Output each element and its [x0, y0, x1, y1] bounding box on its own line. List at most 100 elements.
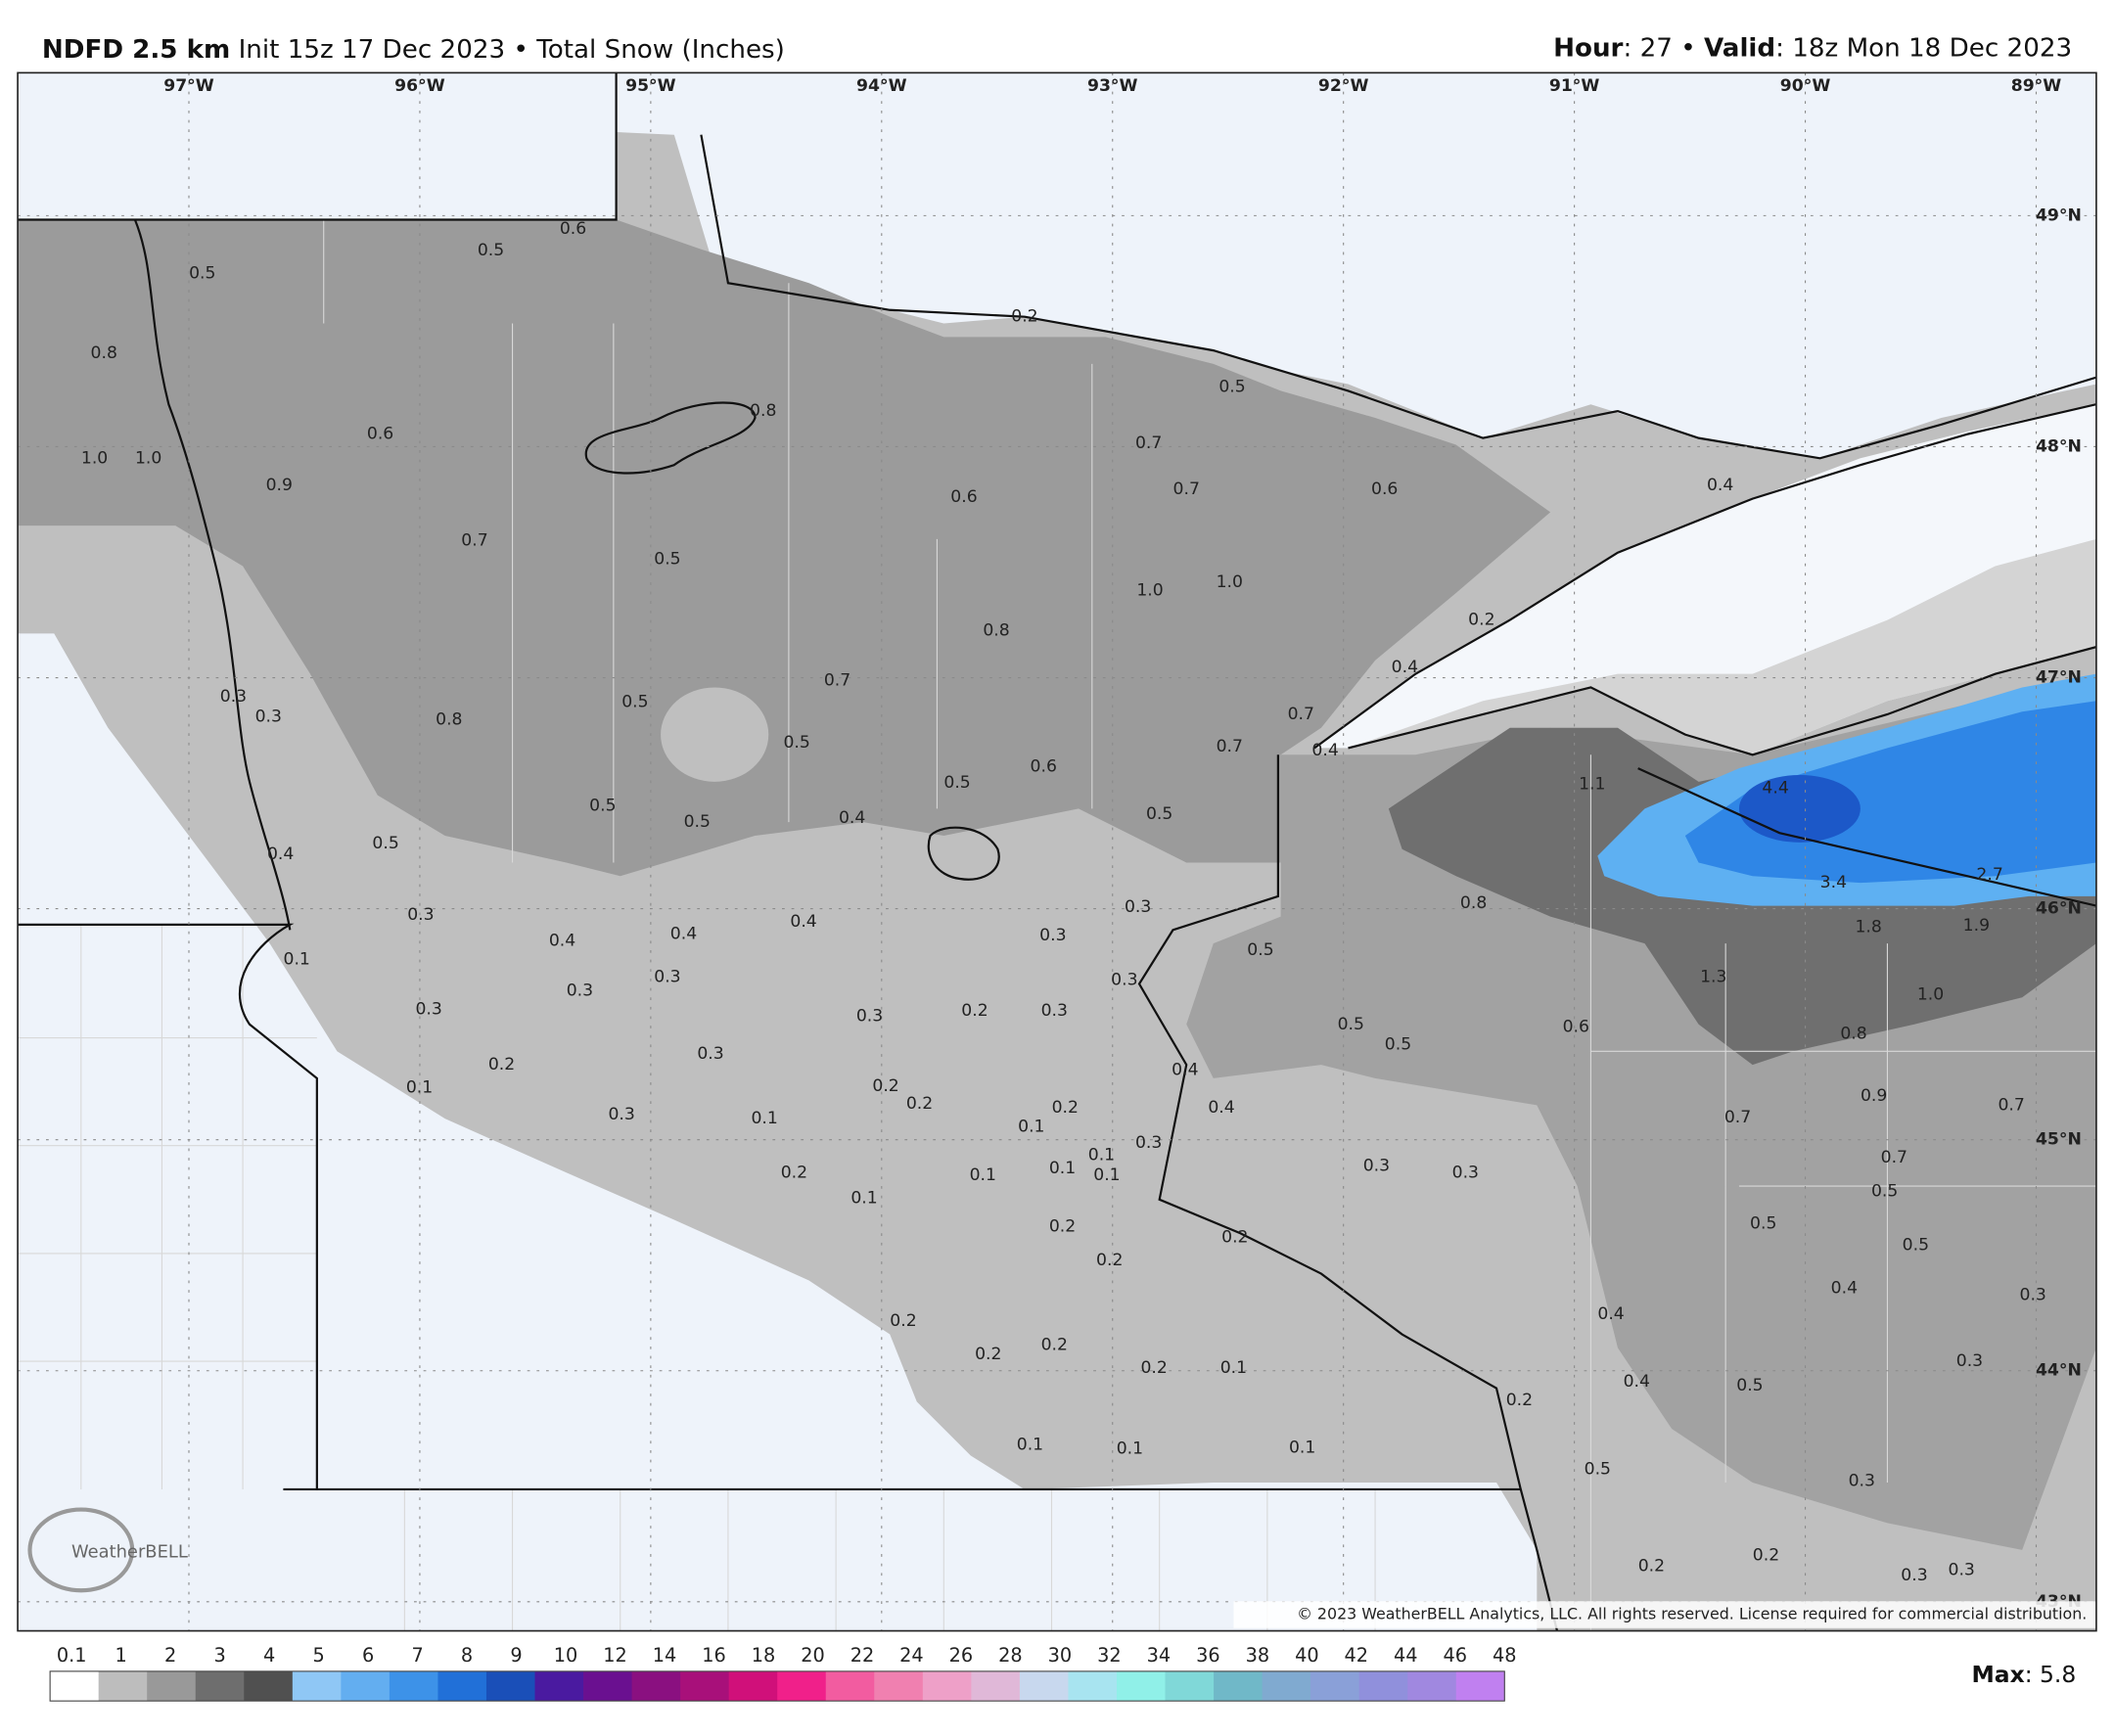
snow-value: 0.1: [1093, 1165, 1120, 1185]
colorbar-swatch: [244, 1670, 294, 1702]
snow-value: 0.4: [1707, 476, 1733, 495]
snow-value: 0.3: [1849, 1472, 1875, 1491]
lon-label: 93°W: [1087, 76, 1138, 96]
colorbar-swatch: [1165, 1670, 1215, 1702]
colorbar-swatch: [1214, 1670, 1263, 1702]
colorbar-swatch: [922, 1670, 972, 1702]
snow-blue-3: [1738, 774, 1861, 843]
colorbar-label: 3: [213, 1644, 225, 1667]
colorbar-label: 7: [411, 1644, 423, 1667]
colorbar-swatch: [389, 1670, 438, 1702]
snow-value: 0.3: [1039, 926, 1066, 945]
snow-value: 0.3: [1363, 1156, 1390, 1175]
snow-value: 4.4: [1762, 779, 1788, 799]
colorbar-label: 14: [653, 1644, 677, 1667]
snow-value: 0.2: [1753, 1545, 1779, 1565]
snow-value: 0.5: [1247, 940, 1273, 960]
snow-value: 3.4: [1820, 873, 1847, 892]
colorbar-label: 9: [510, 1644, 522, 1667]
colorbar-label: 20: [801, 1644, 825, 1667]
colorbar-label: 5: [312, 1644, 324, 1667]
snow-value: 0.3: [415, 1000, 441, 1020]
snow-value: 0.3: [608, 1105, 634, 1124]
snow-value: 0.3: [255, 708, 282, 727]
lon-label: 96°W: [394, 76, 445, 96]
colorbar-label: 8: [461, 1644, 473, 1667]
snow-light-patch: [661, 687, 769, 782]
snow-value: 0.3: [654, 968, 680, 987]
snow-value: 0.4: [1597, 1304, 1624, 1324]
colorbar-label: 12: [603, 1644, 627, 1667]
snow-value: 0.2: [1041, 1336, 1068, 1355]
snow-value: 0.6: [560, 219, 586, 239]
snow-value: 0.1: [970, 1165, 996, 1185]
colorbar-label: 16: [702, 1644, 726, 1667]
model: NDFD 2.5 km: [42, 34, 230, 64]
snow-value: 0.4: [267, 845, 294, 864]
colorbar-label: 18: [752, 1644, 776, 1667]
snow-value: 0.8: [1840, 1024, 1866, 1043]
snow-value: 0.9: [1861, 1086, 1887, 1106]
snow-value: 0.6: [950, 487, 977, 507]
snow-value: 0.8: [436, 709, 462, 729]
colorbar-label: 1: [115, 1644, 127, 1667]
snow-value: 1.0: [1917, 984, 1944, 1004]
lat-label: 49°N: [2036, 206, 2082, 225]
snow-value: 0.5: [621, 693, 648, 712]
colorbar-swatch: [534, 1670, 584, 1702]
snow-value: 0.3: [1125, 897, 1151, 917]
logo: WeatherBELL: [71, 1542, 188, 1563]
copyright: © 2023 WeatherBELL Analytics, LLC. All r…: [1297, 1605, 2087, 1623]
lon-label: 91°W: [1549, 76, 1600, 96]
snow-value: 0.5: [1218, 377, 1245, 396]
snow-value: 0.4: [1311, 741, 1338, 760]
snow-value: 0.4: [1392, 658, 1418, 677]
colorbar: 0.1 1 2 3 4 5 6 7 8 9 10 12 14 16 18 20 22 24 26 28 30 32 34 36…: [49, 1644, 1517, 1702]
snow-value: 0.1: [284, 950, 310, 970]
snow-value: 0.5: [654, 550, 680, 570]
snow-value: 0.1: [850, 1188, 877, 1208]
snow-value: 0.1: [751, 1109, 777, 1128]
snow-value: 0.3: [1452, 1163, 1479, 1182]
colorbar-swatch: [341, 1670, 391, 1702]
snow-value: 0.3: [1135, 1133, 1162, 1153]
state-borders: [18, 72, 2096, 1631]
colorbar-label: 0.1: [57, 1644, 87, 1667]
colorbar-label: 22: [850, 1644, 875, 1667]
colorbar-label: 26: [949, 1644, 974, 1667]
lat-label: 46°N: [2036, 899, 2082, 919]
colorbar-label: 4: [263, 1644, 275, 1667]
snow-value: 1.3: [1700, 968, 1726, 987]
colorbar-label: 40: [1295, 1644, 1319, 1667]
colorbar-label: 48: [1493, 1644, 1517, 1667]
colorbar-label: 46: [1444, 1644, 1468, 1667]
lon-label: 90°W: [1780, 76, 1831, 96]
snow-value: 0.2: [906, 1094, 933, 1114]
snow-value: 0.7: [1724, 1108, 1751, 1127]
snow-value: 0.4: [1624, 1372, 1650, 1392]
colorbar-label: 10: [554, 1644, 578, 1667]
colorbar-label: 24: [899, 1644, 924, 1667]
snow-value: 0.2: [1011, 307, 1037, 327]
snow-value: 0.4: [1208, 1098, 1234, 1118]
snow-value: 0.7: [824, 671, 850, 691]
colorbar-swatch: [485, 1670, 535, 1702]
snow-value: 0.6: [367, 425, 393, 444]
lon-label: 95°W: [625, 76, 676, 96]
snow-value: 1.0: [1136, 580, 1163, 600]
snow-mid-north: [18, 219, 1551, 877]
colorbar-swatch: [292, 1670, 342, 1702]
snow-value: 0.7: [1998, 1095, 2024, 1115]
snow-value: 0.5: [1750, 1214, 1776, 1234]
colorbar-label: 42: [1345, 1644, 1369, 1667]
snow-value: 0.3: [2020, 1286, 2046, 1305]
snow-value: 0.4: [1172, 1061, 1198, 1080]
lon-label: 92°W: [1318, 76, 1369, 96]
colorbar-label: 28: [998, 1644, 1023, 1667]
colorbar-swatch: [1310, 1670, 1360, 1702]
snow-value: 0.2: [1506, 1391, 1533, 1410]
colorbar-label: 44: [1394, 1644, 1418, 1667]
snow-value: 1.9: [1963, 916, 1990, 936]
snow-value: 0.5: [943, 773, 970, 793]
